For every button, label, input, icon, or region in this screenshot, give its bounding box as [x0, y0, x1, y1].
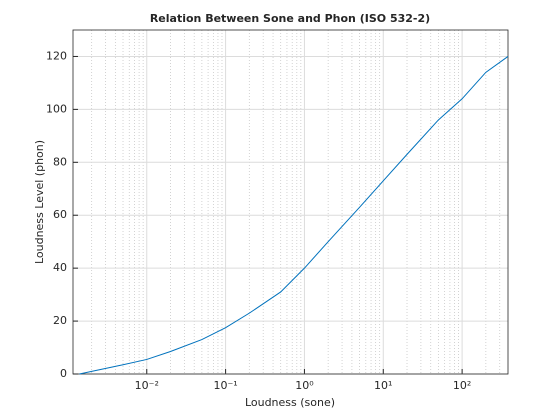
y-tick-label: 0	[60, 367, 67, 380]
x-tick-label: 10¹	[374, 379, 392, 392]
x-tick-label: 10²	[453, 379, 471, 392]
x-tick-label: 10⁰	[295, 379, 314, 392]
y-tick-label: 40	[53, 261, 67, 274]
y-tick-label: 60	[53, 208, 67, 221]
chart-title: Relation Between Sone and Phon (ISO 532-…	[150, 12, 430, 25]
y-tick-label: 100	[46, 102, 67, 115]
x-tick-label: 10⁻²	[135, 379, 159, 392]
data-line	[79, 56, 509, 375]
y-tick-label: 80	[53, 155, 67, 168]
axes-box	[72, 29, 509, 375]
y-tick-label: 20	[53, 314, 67, 327]
y-tick-label: 120	[46, 49, 67, 62]
y-axis-label: Loudness Level (phon)	[33, 140, 46, 264]
x-axis-label: Loudness (sone)	[245, 396, 335, 409]
x-tick-label: 10⁻¹	[213, 379, 237, 392]
